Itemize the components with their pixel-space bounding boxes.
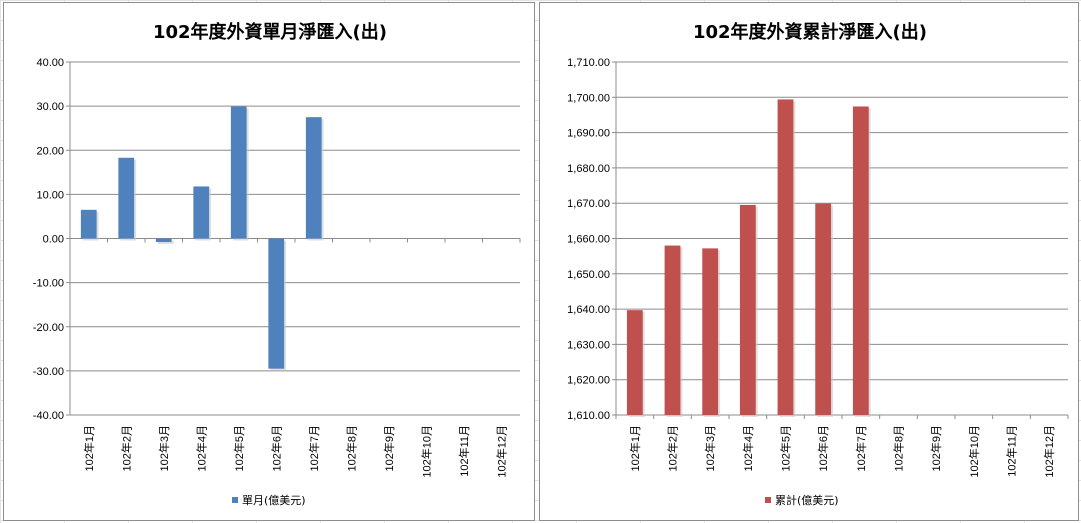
bar[interactable] — [193, 186, 210, 239]
x-tick-label: 102年6月 — [269, 425, 283, 471]
y-tick-label: -20.00 — [33, 322, 64, 334]
legend: 單月(億美元) — [232, 494, 306, 507]
x-tick-label: 102年1月 — [628, 425, 642, 471]
y-tick-label: 1,630.00 — [567, 339, 610, 351]
x-tick-label: 102年9月 — [929, 425, 943, 471]
bar[interactable] — [626, 310, 643, 415]
x-tick-label: 102年7月 — [307, 425, 321, 471]
x-tick-label: 102年7月 — [854, 425, 868, 471]
x-tick-label: 102年6月 — [816, 425, 830, 471]
y-tick-label: 1,690.00 — [567, 128, 610, 140]
y-tick-label: 20.00 — [36, 145, 64, 157]
chart-cumulative-net-inflow[interactable]: 102年度外資累計淨匯入(出) 1,710.00 1,700.00 1,690.00… — [539, 2, 1079, 521]
y-tick-label: 1,640.00 — [567, 304, 610, 316]
legend-label: 單月(億美元) — [242, 494, 306, 507]
x-tick-label: 102年3月 — [157, 425, 171, 471]
x-tick-label: 102年2月 — [666, 425, 680, 471]
bar[interactable] — [664, 245, 681, 415]
x-tick-label: 102年12月 — [494, 425, 508, 478]
chart-monthly-net-inflow[interactable]: 102年度外資單月淨匯入(出) 40.00 30.00 20.00 10.00 0.00… — [3, 2, 535, 521]
y-tick-label: 1,620.00 — [567, 375, 610, 387]
y-tick-label: -30.00 — [33, 366, 64, 378]
x-tick-label: 102年11月 — [457, 425, 471, 477]
bar[interactable] — [80, 209, 97, 239]
bar[interactable] — [777, 99, 794, 415]
x-tick-label: 102年11月 — [1005, 425, 1019, 477]
bar[interactable] — [305, 117, 322, 239]
y-tick-label: 1,660.00 — [567, 234, 610, 246]
x-tick-label: 102年4月 — [194, 425, 208, 471]
x-tick-label: 102年4月 — [741, 425, 755, 471]
bar[interactable] — [815, 203, 832, 415]
legend: 累計(億美元) — [765, 493, 839, 507]
bar[interactable] — [702, 248, 719, 415]
legend-swatch — [765, 497, 771, 503]
y-tick-label: 0.00 — [43, 234, 64, 246]
y-tick-label: 10.00 — [36, 189, 64, 201]
y-tick-label: 1,680.00 — [567, 163, 610, 175]
x-tick-label: 102年8月 — [344, 425, 358, 471]
chart-title: 102年度外資累計淨匯入(出) — [693, 21, 927, 43]
bar[interactable] — [155, 238, 172, 243]
x-tick-label: 102年9月 — [382, 425, 396, 471]
x-tick-label: 102年10月 — [419, 425, 433, 478]
y-tick-label: 1,700.00 — [567, 92, 610, 104]
bar[interactable] — [268, 238, 285, 369]
y-tick-label: 1,610.00 — [567, 410, 610, 422]
x-tick-label: 102年2月 — [119, 425, 133, 471]
bar[interactable] — [230, 106, 247, 239]
bar[interactable] — [118, 157, 135, 239]
bar[interactable] — [852, 106, 869, 415]
y-tick-label: -40.00 — [33, 410, 64, 422]
y-tick-label: 1,670.00 — [567, 198, 610, 210]
y-tick-label: 40.00 — [36, 57, 64, 69]
chart-title: 102年度外資單月淨匯入(出) — [153, 21, 387, 43]
bar[interactable] — [739, 204, 756, 415]
x-tick-label: 102年8月 — [892, 425, 906, 471]
x-tick-label: 102年10月 — [967, 425, 981, 478]
chart-cumulative-svg: 102年度外資累計淨匯入(出) 1,710.00 1,700.00 1,690.00… — [567, 21, 1069, 507]
y-tick-label: -10.00 — [33, 278, 64, 290]
x-tick-label: 102年3月 — [703, 425, 717, 471]
y-tick-label: 30.00 — [36, 101, 64, 113]
y-tick-label: 1,650.00 — [567, 269, 610, 281]
x-tick-label: 102年5月 — [232, 425, 246, 471]
x-tick-label: 102年12月 — [1042, 425, 1056, 478]
legend-swatch — [232, 497, 238, 503]
bar-shadow — [157, 240, 174, 245]
x-tick-label: 102年5月 — [779, 425, 793, 471]
y-tick-label: 1,710.00 — [567, 57, 610, 69]
legend-label: 累計(億美元) — [775, 493, 839, 507]
x-tick-label: 102年1月 — [82, 425, 96, 471]
chart-monthly-svg: 102年度外資單月淨匯入(出) 40.00 30.00 20.00 10.00 0.00… — [33, 21, 521, 507]
